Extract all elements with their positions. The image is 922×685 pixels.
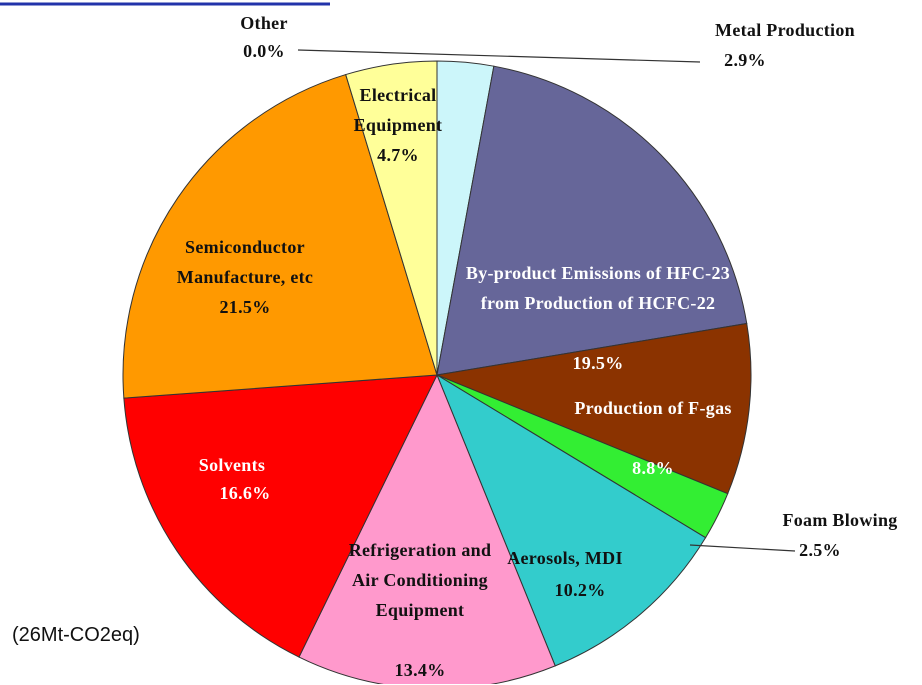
- slice-value-label: 19.5%: [572, 353, 624, 373]
- pie-slice: [345, 60, 438, 376]
- pie-slice: [122, 73, 438, 399]
- slice-label: Metal Production: [715, 20, 855, 40]
- slice-label: Foam Blowing: [782, 510, 898, 530]
- pie: [122, 60, 752, 684]
- slice-label: Aerosols, MDI: [507, 548, 623, 568]
- slice-label: Electrical Equipment: [353, 85, 443, 135]
- annotation: (26Mt-CO2eq): [12, 624, 140, 646]
- slice-value-label: 2.9%: [724, 50, 766, 70]
- slice-value-label: 4.7%: [377, 145, 419, 165]
- leader-line: [689, 544, 796, 552]
- slice-value-label: 0.0%: [243, 41, 285, 61]
- pie-slice: [435, 373, 707, 667]
- slice-label: By-product Emissions of HFC-23 from Prod…: [465, 263, 731, 313]
- pie-slice: [436, 65, 748, 376]
- slice-value-label: 21.5%: [219, 297, 271, 317]
- slice-label: Refrigeration and Air Conditioning Equip…: [348, 540, 492, 620]
- pie-slice: [123, 374, 438, 658]
- slice-value-label: 16.6%: [219, 483, 271, 503]
- slice-label: Other: [240, 13, 288, 33]
- slice-value-label: 13.4%: [394, 660, 446, 680]
- slice-value-label: 8.8%: [632, 458, 674, 478]
- pie-slice: [298, 373, 556, 684]
- leader-line: [297, 49, 701, 63]
- slice-label: Semiconductor Manufacture, etc: [176, 237, 314, 287]
- slice-value-label: 10.2%: [554, 580, 606, 600]
- pie-slice: [435, 322, 752, 495]
- slice-label: Production of F-gas: [574, 398, 732, 418]
- slice-label: Solvents: [198, 455, 266, 475]
- slice-value-label: 2.5%: [799, 540, 841, 560]
